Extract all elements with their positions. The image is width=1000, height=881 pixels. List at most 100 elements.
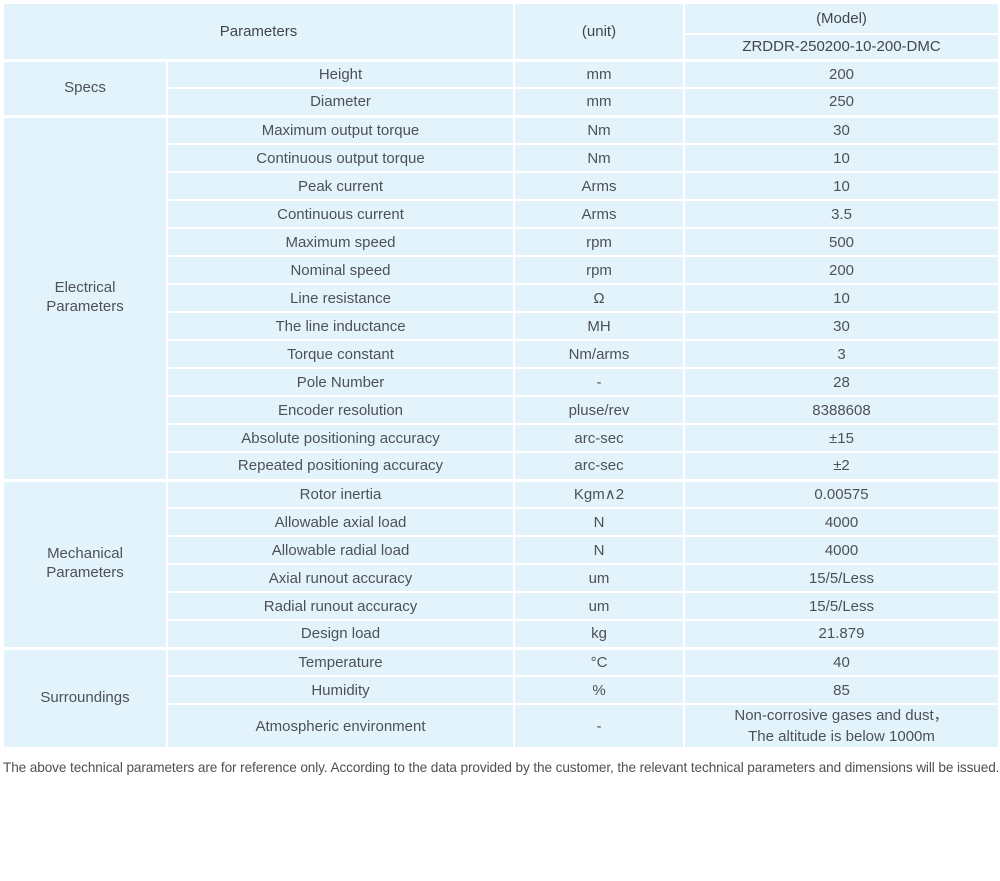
table-row: Diameter mm 250 [3, 87, 1000, 117]
model-header-cell: (Model) [683, 2, 1000, 35]
table-row: Surroundings Temperature °C 40 [2, 646, 1000, 749]
section-label-cell: Specs [2, 58, 168, 117]
value-cell: 85 [683, 675, 1000, 705]
param-name-cell: Allowable radial load [166, 535, 515, 565]
param-name-cell: Line resistance [166, 283, 515, 313]
param-name-cell: Rotor inertia [166, 478, 515, 509]
unit-cell: Nm [513, 114, 685, 145]
table-row: Maximum speed rpm 500 [3, 227, 1000, 257]
spec-sheet: Parameters (unit) (Model) ZRDDR-250200-1… [2, 2, 1000, 775]
table-row: Continuous current Arms 3.5 [3, 199, 1000, 229]
param-name-cell: Axial runout accuracy [166, 563, 515, 593]
value-cell: 10 [683, 171, 1000, 201]
value-cell: 3 [683, 339, 1000, 369]
param-name-cell: Maximum speed [166, 227, 515, 257]
param-name-cell: Diameter [166, 87, 515, 117]
value-cell: 200 [683, 58, 1000, 89]
unit-cell: - [513, 367, 685, 397]
unit-cell: pluse/rev [513, 395, 685, 425]
model-code-row: ZRDDR-250200-10-200-DMC [3, 33, 1000, 61]
value-cell: 4000 [683, 535, 1000, 565]
section-label-cell: Surroundings [2, 646, 168, 749]
value-cell: 15/5/Less [683, 563, 1000, 593]
footnote: The above technical parameters are for r… [3, 760, 1000, 775]
table-row: Humidity % 85 [3, 675, 1000, 705]
unit-cell: rpm [513, 227, 685, 257]
value-cell: 15/5/Less [683, 591, 1000, 621]
table-row: Electrical Parameters Maximum output tor… [2, 114, 1000, 481]
param-name-cell: Design load [166, 619, 515, 649]
unit-cell: kg [513, 619, 685, 649]
unit-cell: Nm/arms [513, 339, 685, 369]
table-row: Absolute positioning accuracy arc-sec ±1… [3, 423, 1000, 453]
unit-cell: mm [513, 87, 685, 117]
param-name-cell: Torque constant [166, 339, 515, 369]
value-cell: 3.5 [683, 199, 1000, 229]
unit-cell: N [513, 535, 685, 565]
value-cell: ±2 [683, 451, 1000, 481]
unit-cell: Kgm∧2 [513, 478, 685, 509]
value-cell: 250 [683, 87, 1000, 117]
param-name-cell: Absolute positioning accuracy [166, 423, 515, 453]
value-cell: ±15 [683, 423, 1000, 453]
section-label-cell: Electrical Parameters [2, 114, 168, 481]
unit-cell: - [513, 703, 685, 749]
table-row: Axial runout accuracy um 15/5/Less [3, 563, 1000, 593]
unit-cell: Arms [513, 199, 685, 229]
value-cell: 30 [683, 114, 1000, 145]
param-name-cell: The line inductance [166, 311, 515, 341]
unit-cell: mm [513, 58, 685, 89]
unit-cell: N [513, 507, 685, 537]
value-cell: Non-corrosive gases and dust， The altitu… [683, 703, 1000, 749]
param-name-cell: Maximum output torque [166, 114, 515, 145]
table-row: Mechanical Parameters Rotor inertia Kgm∧… [2, 478, 1000, 649]
value-cell: 0.00575 [683, 478, 1000, 509]
table-row: Line resistance Ω 10 [3, 283, 1000, 313]
param-name-cell: Continuous current [166, 199, 515, 229]
param-name-cell: Encoder resolution [166, 395, 515, 425]
table-row: The line inductance MH 30 [3, 311, 1000, 341]
unit-cell: MH [513, 311, 685, 341]
spec-table: Parameters (unit) (Model) ZRDDR-250200-1… [2, 2, 1000, 749]
table-row: Torque constant Nm/arms 3 [3, 339, 1000, 369]
value-cell: 30 [683, 311, 1000, 341]
value-cell: 28 [683, 367, 1000, 397]
unit-header-cell: (unit) [513, 2, 685, 61]
table-header-row: Parameters (unit) (Model) [2, 2, 1000, 61]
unit-cell: Arms [513, 171, 685, 201]
table-row: Allowable axial load N 4000 [3, 507, 1000, 537]
unit-cell: Ω [513, 283, 685, 313]
unit-cell: °C [513, 646, 685, 677]
param-name-cell: Peak current [166, 171, 515, 201]
table-row: Encoder resolution pluse/rev 8388608 [3, 395, 1000, 425]
table-row: Design load kg 21.879 [3, 619, 1000, 649]
value-cell: 10 [683, 283, 1000, 313]
table-row: Pole Number - 28 [3, 367, 1000, 397]
value-cell: 21.879 [683, 619, 1000, 649]
param-name-cell: Pole Number [166, 367, 515, 397]
table-row: Atmospheric environment - Non-corrosive … [3, 703, 1000, 749]
param-name-cell: Atmospheric environment [166, 703, 515, 749]
model-code-cell: ZRDDR-250200-10-200-DMC [683, 33, 1000, 61]
table-row: Peak current Arms 10 [3, 171, 1000, 201]
table-row: Continuous output torque Nm 10 [3, 143, 1000, 173]
unit-cell: um [513, 591, 685, 621]
table-row: Allowable radial load N 4000 [3, 535, 1000, 565]
param-name-cell: Temperature [166, 646, 515, 677]
value-cell: 200 [683, 255, 1000, 285]
parameters-header-cell: Parameters [2, 2, 515, 61]
value-cell: 500 [683, 227, 1000, 257]
param-name-cell: Continuous output torque [166, 143, 515, 173]
unit-cell: arc-sec [513, 423, 685, 453]
unit-cell: Nm [513, 143, 685, 173]
value-cell: 4000 [683, 507, 1000, 537]
table-row: Nominal speed rpm 200 [3, 255, 1000, 285]
param-name-cell: Height [166, 58, 515, 89]
param-name-cell: Radial runout accuracy [166, 591, 515, 621]
param-name-cell: Repeated positioning accuracy [166, 451, 515, 481]
table-row: Specs Height mm 200 [2, 58, 1000, 117]
value-cell: 40 [683, 646, 1000, 677]
param-name-cell: Nominal speed [166, 255, 515, 285]
table-row: Repeated positioning accuracy arc-sec ±2 [3, 451, 1000, 481]
value-cell: 10 [683, 143, 1000, 173]
